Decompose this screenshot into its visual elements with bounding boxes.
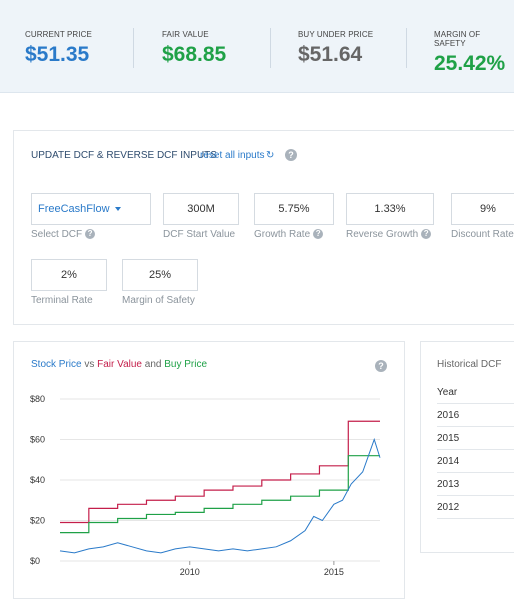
- historical-row: 2015: [437, 427, 514, 450]
- fair-value-line: [60, 420, 380, 524]
- discount-rate-label: Discount Rate: [451, 229, 514, 240]
- buy-under-stat: BUY UNDER PRICE $51.64: [298, 30, 373, 67]
- divider: [133, 28, 134, 68]
- y-tick-label: $60: [30, 435, 45, 445]
- x-tick-label: 2010: [180, 567, 200, 577]
- reverse-growth-label: Reverse Growth?: [346, 229, 434, 240]
- historical-row: 2016: [437, 404, 514, 427]
- historical-row: 2014: [437, 450, 514, 473]
- divider: [406, 28, 407, 68]
- y-tick-label: $80: [30, 394, 45, 404]
- fair-value-label: FAIR VALUE: [162, 30, 209, 39]
- current-price-label: CURRENT PRICE: [25, 30, 92, 39]
- reverse-growth-label-text: Reverse Growth: [346, 229, 419, 240]
- dcf-start-label: DCF Start Value: [163, 229, 236, 240]
- y-tick-label: $20: [30, 516, 45, 526]
- historical-row: 2013: [437, 473, 514, 496]
- margin-of-safety-input-label: Margin of Safety: [122, 295, 195, 306]
- select-dcf-label: Select DCF?: [31, 229, 151, 240]
- terminal-rate-label: Terminal Rate: [31, 295, 93, 306]
- chart-title-vs: vs: [81, 359, 98, 370]
- historical-row: 2012: [437, 496, 514, 519]
- chart-title-and: and: [141, 359, 165, 370]
- discount-rate-input[interactable]: 9%: [451, 193, 514, 225]
- price-chart-panel: Stock Price vs Fair Value and Buy Price …: [13, 341, 405, 599]
- fair-value-stat: FAIR VALUE $68.85: [162, 30, 226, 67]
- buy-under-value: $51.64: [298, 43, 363, 66]
- historical-dcf-panel: Historical DCF Year 2016 2015 2014 2013 2012: [420, 341, 514, 553]
- current-price-value: $51.35: [25, 43, 90, 66]
- stock-price-line: [59, 437, 381, 554]
- divider: [270, 28, 271, 68]
- growth-rate-label: Growth Rate?: [254, 229, 334, 240]
- growth-rate-input[interactable]: 5.75%: [254, 193, 334, 225]
- valuation-summary: CURRENT PRICE $51.35 FAIR VALUE $68.85 B…: [0, 0, 514, 93]
- chart-title: Stock Price vs Fair Value and Buy Price: [31, 359, 207, 370]
- price-chart: $0 $20 $40 $60 $80 2010 2015: [30, 394, 381, 577]
- select-dcf-dropdown[interactable]: FreeCashFlow: [31, 193, 151, 225]
- question-circle-icon[interactable]: ?: [285, 149, 297, 161]
- reverse-growth-field: 1.33% Reverse Growth?: [346, 193, 434, 240]
- chevron-down-icon: [114, 207, 121, 212]
- question-circle-icon[interactable]: ?: [313, 229, 324, 240]
- margin-of-safety-value: 25.42%: [434, 52, 506, 75]
- historical-header-year: Year: [437, 381, 514, 404]
- historical-dcf-title: Historical DCF: [437, 359, 502, 370]
- buy-under-label: BUY UNDER PRICE: [298, 30, 374, 39]
- fair-value-value: $68.85: [162, 43, 227, 66]
- terminal-rate-field: 2% Terminal Rate: [31, 259, 107, 306]
- margin-of-safety-input[interactable]: 25%: [122, 259, 198, 291]
- select-dcf-field: FreeCashFlow Select DCF?: [31, 193, 151, 240]
- current-price-stat: CURRENT PRICE $51.35: [25, 30, 92, 67]
- discount-rate-field: 9% Discount Rate: [451, 193, 514, 240]
- growth-rate-field: 5.75% Growth Rate?: [254, 193, 334, 240]
- dcf-inputs-panel: UPDATE DCF & REVERSE DCF INPUTS reset al…: [13, 130, 514, 325]
- y-tick-label: $0: [30, 556, 40, 566]
- y-tick-label: $40: [30, 475, 45, 485]
- refresh-icon[interactable]: ↻: [266, 150, 275, 161]
- question-circle-icon[interactable]: ?: [421, 229, 432, 240]
- dcf-start-input[interactable]: 300M: [163, 193, 239, 225]
- chart-title-buy: Buy Price: [164, 359, 208, 370]
- buy-price-line: [60, 455, 380, 534]
- question-circle-icon[interactable]: ?: [85, 229, 96, 240]
- reverse-growth-input[interactable]: 1.33%: [346, 193, 434, 225]
- chart-title-stock: Stock Price: [31, 359, 82, 370]
- growth-rate-label-text: Growth Rate: [254, 229, 311, 240]
- chart-title-fair: Fair Value: [97, 359, 142, 370]
- select-dcf-value: FreeCashFlow: [38, 203, 110, 215]
- select-dcf-label-text: Select DCF: [31, 229, 83, 240]
- margin-of-safety-stat: MARGIN OF SAFETY 25.42%: [434, 30, 514, 76]
- margin-of-safety-label: MARGIN OF SAFETY: [434, 30, 481, 48]
- inputs-header: UPDATE DCF & REVERSE DCF INPUTS: [31, 150, 217, 161]
- reset-all-inputs-link[interactable]: reset all inputs: [200, 150, 265, 161]
- margin-of-safety-field: 25% Margin of Safety: [122, 259, 198, 306]
- terminal-rate-input[interactable]: 2%: [31, 259, 107, 291]
- question-circle-icon[interactable]: ?: [375, 360, 387, 372]
- dcf-start-field: 300M DCF Start Value: [163, 193, 239, 240]
- x-tick-label: 2015: [324, 567, 344, 577]
